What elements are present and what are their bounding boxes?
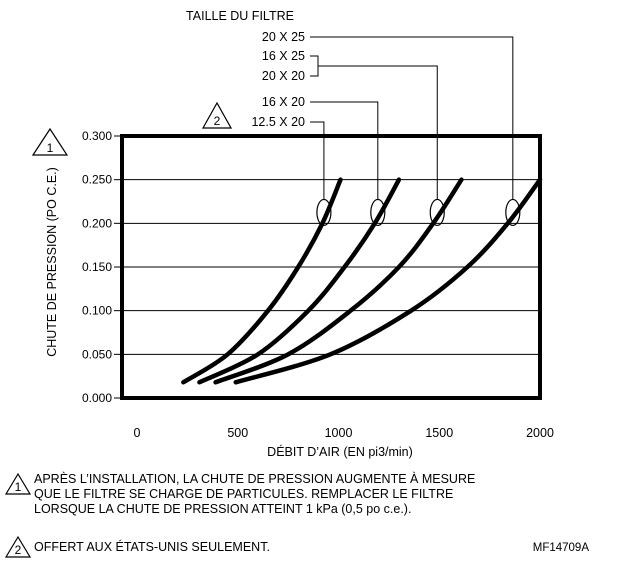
series-line-4 [233, 177, 543, 385]
y-axis-note-marker: 1 [31, 127, 69, 156]
series-line-2 [197, 177, 402, 385]
footnote-1-line-3: LORSQUE LA CHUTE DE PRESSION ATTEINT 1 k… [34, 502, 412, 516]
svg-text:2: 2 [15, 543, 22, 557]
y-tick-label: 0.000 [82, 391, 112, 405]
x-tick-label: 1500 [425, 426, 453, 440]
legend-entry: 16 X 20 [262, 95, 305, 109]
footnote-1-line-1: APRÈS L’INSTALLATION, LA CHUTE DE PRESSI… [34, 472, 476, 486]
y-tick-label: 0.200 [82, 216, 112, 230]
y-tick-label: 0.150 [82, 260, 112, 274]
legend-leader-line [318, 65, 438, 200]
legend-entry: 20 X 25 [262, 30, 305, 44]
x-tick-label: 0 [134, 426, 141, 440]
y-axis-label: CHUTE DE PRESSION (PO C.E.) [45, 167, 59, 357]
legend-entry: 12.5 X 20 [251, 115, 305, 129]
legend-entry: 20 X 20 [262, 69, 305, 83]
filter-size-legend: TAILLE DU FILTRE 20 X 25 16 X 25 20 X 20 16 … [186, 9, 514, 200]
legend-leader-line [310, 121, 325, 200]
y-tick-label: 0.050 [82, 347, 112, 361]
note-1-triangle-icon: 1 [4, 472, 32, 495]
y-tick-label: 0.100 [82, 304, 112, 318]
legend-entry: 16 X 25 [262, 49, 305, 63]
x-tick-label: 1000 [325, 426, 353, 440]
note-1-triangle-icon [31, 127, 69, 156]
figure-code: MF14709A [532, 542, 589, 554]
series-line-1 [181, 177, 343, 385]
y-axis-label-group: CHUTE DE PRESSION (PO C.E.) [45, 167, 59, 357]
x-tick-label: 500 [227, 426, 248, 440]
note-2-triangle-icon: 2 [4, 535, 32, 558]
y-axis-note-marker-number: 1 [47, 141, 54, 155]
legend-leader-line [310, 36, 514, 200]
x-axis-label: DÉBIT D’AIR (EN pi3/min) [267, 444, 413, 459]
y-tick-label: 0.300 [82, 129, 112, 143]
svg-text:1: 1 [15, 480, 22, 494]
legend-leader-line [310, 55, 319, 77]
chart-tick-labels: 0.000 0.050 0.100 0.150 0.200 0.250 0.300 0 500 1… [82, 129, 554, 440]
legend-title: TAILLE DU FILTRE [186, 9, 294, 23]
chart-series [181, 177, 543, 385]
footnote-1-line-2: QUE LE FILTRE SE CHARGE DE PARTICULES. R… [34, 487, 454, 501]
y-tick-label: 0.250 [82, 173, 112, 187]
series-line-3 [213, 177, 464, 385]
pressure-drop-chart: 0.000 0.050 0.100 0.150 0.200 0.250 0.300 0 500 1… [31, 9, 554, 459]
footnote-2-line-1: OFFERT AUX ÉTATS-UNIS SEULEMENT. [34, 540, 270, 554]
legend-leader-line [310, 101, 379, 200]
legend-note-triangle-icon [201, 101, 233, 129]
chart-gridlines [114, 135, 540, 399]
x-tick-label: 2000 [526, 426, 554, 440]
plot-frame [120, 134, 542, 400]
legend-note-marker: 2 [214, 114, 221, 128]
